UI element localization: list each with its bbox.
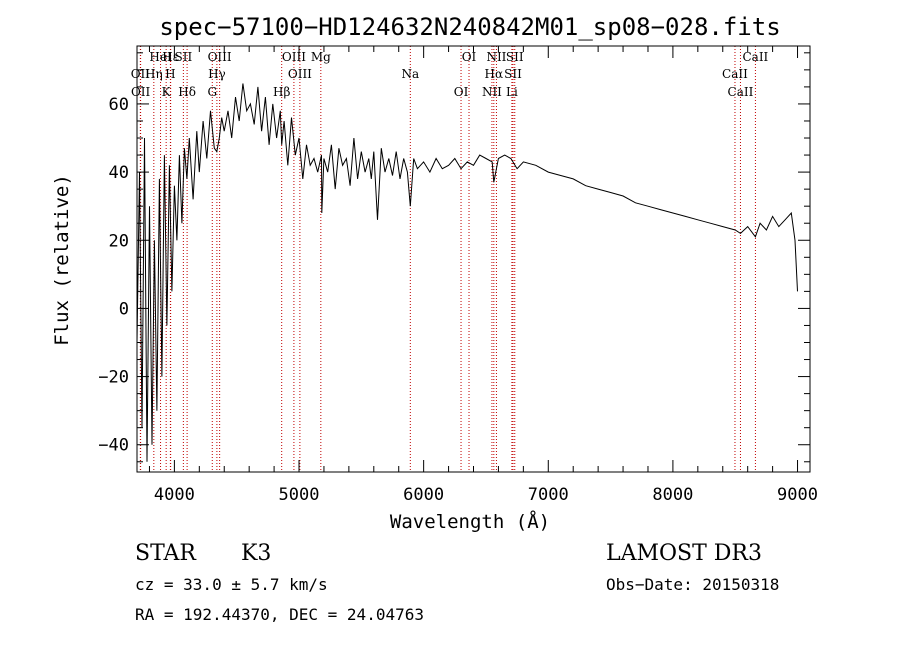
- spectral-line-label: Li: [506, 85, 518, 99]
- spectral-line-label: OIII: [208, 50, 232, 64]
- spectral-line-label: OI: [462, 50, 477, 64]
- chart-title: spec−57100−HD124632N240842M01_sp08−028.f…: [159, 13, 780, 41]
- object-subclass: K3: [241, 541, 271, 566]
- x-tick-label: 9000: [777, 485, 818, 505]
- obs-date: Obs−Date: 20150318: [606, 575, 779, 594]
- spectral-line-label: OIII: [282, 50, 306, 64]
- spectral-line-label: Hη: [145, 67, 163, 81]
- spectral-line-label: CaII: [742, 50, 768, 64]
- spectral-line-label: SII: [175, 50, 193, 64]
- x-axis-label: Wavelength (Å): [390, 510, 550, 533]
- spectral-line-label: H: [165, 67, 175, 81]
- spectral-line-label: Hγ: [208, 67, 226, 81]
- x-tick-label: 8000: [652, 485, 693, 505]
- x-tick-label: 5000: [279, 485, 320, 505]
- x-tick-label: 4000: [154, 485, 195, 505]
- y-tick-label: −20: [98, 368, 129, 388]
- spectral-line-label: CaII: [728, 85, 754, 99]
- spectral-line-label: Hα: [485, 67, 504, 81]
- spectral-line-label: Na: [401, 67, 419, 81]
- y-tick-label: −40: [98, 436, 129, 456]
- x-tick-label: 7000: [528, 485, 569, 505]
- spectral-line-label: OII: [131, 85, 151, 99]
- flux-series-line: [136, 83, 798, 462]
- spectral-line-labels: HεOIIOIIHeIHηKSIIHHδOIIIHγGOIIIOIIIHβMgN…: [131, 50, 769, 99]
- spectral-line-label: NII: [486, 50, 506, 64]
- spectral-line-label: Mg: [311, 50, 331, 64]
- survey-name: LAMOST DR3: [606, 541, 762, 566]
- spectral-line-label: OII: [131, 67, 151, 81]
- x-axis-ticks: 4000 5000 6000 7000 8000 9000: [148, 46, 818, 505]
- object-type: STAR: [135, 541, 197, 566]
- coordinates: RA = 192.44370, DEC = 24.04763: [135, 605, 424, 624]
- y-axis-label: Flux (relative): [51, 174, 73, 346]
- y-tick-label: 60: [109, 95, 129, 115]
- redshift-cz: cz = 33.0 ± 5.7 km/s: [135, 575, 328, 594]
- x-tick-label: 6000: [403, 485, 444, 505]
- y-axis-ticks: −40 −20 0 20 40 60: [98, 52, 810, 463]
- spectral-line-markers: [139, 46, 756, 472]
- spectral-line-label: K: [162, 85, 172, 99]
- spectral-line-label: NII: [482, 85, 502, 99]
- spectral-line-label: Hβ: [273, 85, 290, 99]
- y-tick-label: 0: [119, 299, 129, 319]
- y-tick-label: 20: [109, 231, 129, 251]
- spectral-line-label: OI: [454, 85, 469, 99]
- spectral-line-label: SII: [506, 50, 524, 64]
- spectral-line-label: G: [207, 85, 217, 99]
- spectral-line-label: OIII: [288, 67, 312, 81]
- y-tick-label: 40: [109, 163, 129, 183]
- spectral-line-label: CaII: [722, 67, 748, 81]
- spectral-line-label: SII: [504, 67, 522, 81]
- spectral-line-label: HeI: [149, 50, 172, 64]
- spectral-line-label: Hδ: [178, 85, 196, 99]
